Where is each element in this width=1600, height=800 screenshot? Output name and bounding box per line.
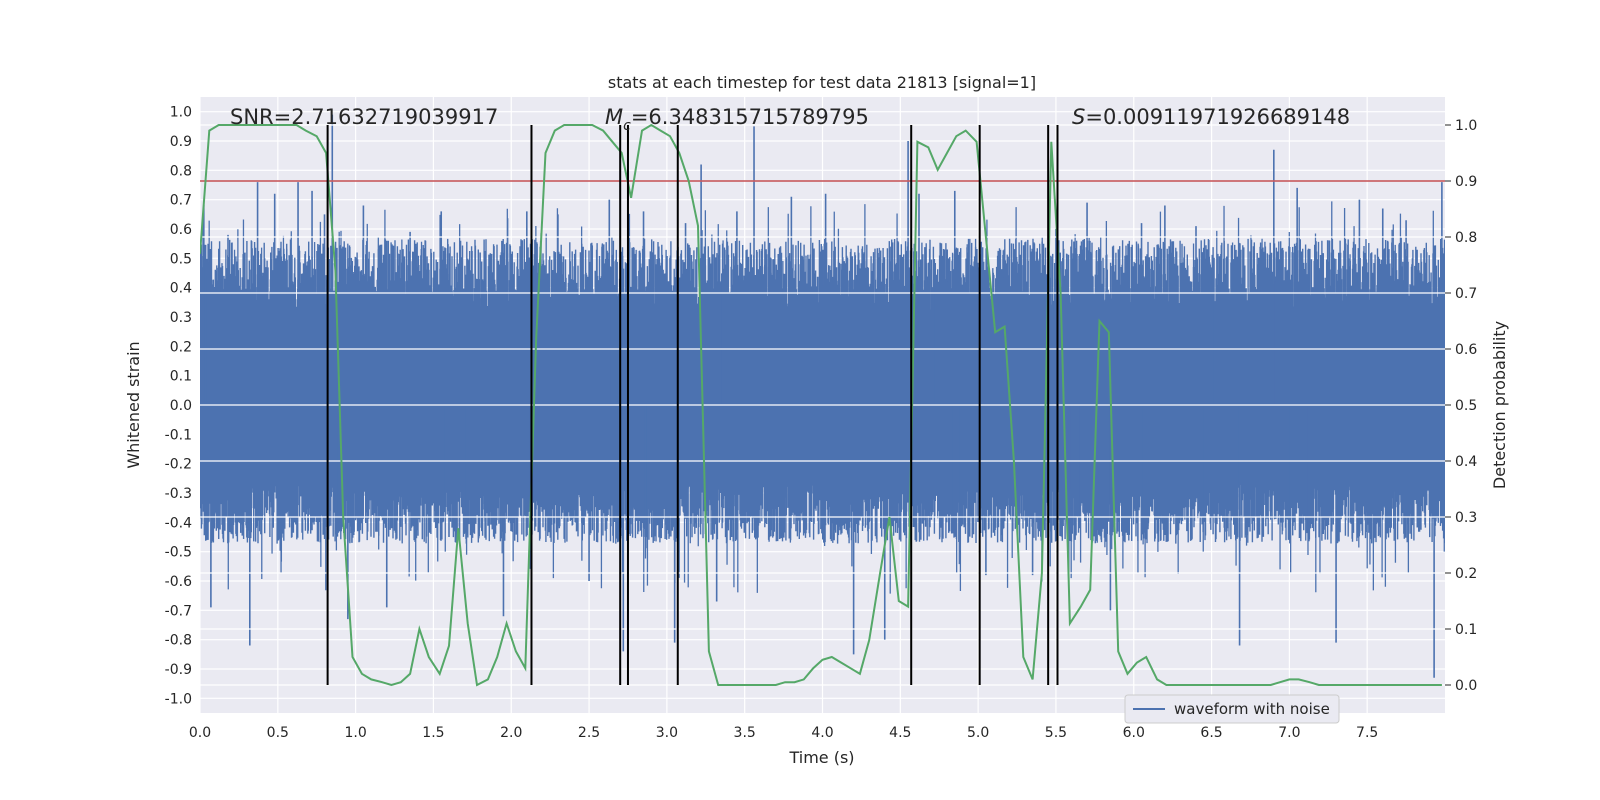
s-symbol: S bbox=[1072, 105, 1085, 129]
chirp-mass-subscript: c bbox=[623, 118, 631, 134]
chirp-mass-value: =6.348315715789795 bbox=[631, 105, 869, 129]
y-left-tick-label: 0.3 bbox=[170, 310, 192, 326]
y-right-tick-label: 0.9 bbox=[1455, 174, 1477, 190]
x-tick-label: 5.0 bbox=[967, 725, 989, 741]
y-left-tick-label: 0.2 bbox=[170, 339, 192, 355]
x-tick-label: 6.5 bbox=[1200, 725, 1222, 741]
y-left-tick-label: -1.0 bbox=[165, 691, 192, 707]
y-axis-right-ticks: 0.0 0.1 0.2 0.3 0.4 0.5 0.6 0.7 0.8 0.9 1.0 bbox=[1445, 118, 1477, 694]
x-tick-label: 4.5 bbox=[889, 725, 911, 741]
probability-series bbox=[200, 123, 1442, 687]
x-axis-ticks: 0.0 0.5 1.0 1.5 2.0 2.5 3.0 3.5 4.0 4.5 5.0 5.5 6.0 6… bbox=[189, 725, 1378, 741]
x-tick-label: 7.0 bbox=[1278, 725, 1300, 741]
y-right-tick-label: 0.2 bbox=[1455, 566, 1477, 582]
s-annotation: S=0.00911971926689148 bbox=[1072, 105, 1350, 129]
probability-line bbox=[200, 123, 1442, 687]
y-left-tick-label: 1.0 bbox=[170, 105, 192, 121]
chirp-mass-annotation: Mc=6.348315715789795 bbox=[605, 105, 869, 134]
x-tick-label: 5.5 bbox=[1045, 725, 1067, 741]
y-left-tick-label: 0.8 bbox=[170, 163, 192, 179]
y-axis-left-ticks: -1.0 -0.9 -0.8 -0.7 -0.6 -0.5 -0.4 -0.3 -0.2 -0.1… bbox=[165, 105, 192, 708]
y-left-tick-label: 0.1 bbox=[170, 369, 192, 385]
y-left-tick-label: -0.3 bbox=[165, 486, 192, 502]
x-tick-label: 3.0 bbox=[656, 725, 678, 741]
x-tick-label: 0.0 bbox=[189, 725, 211, 741]
chirp-mass-symbol: M bbox=[605, 105, 623, 129]
event-markers bbox=[326, 125, 1059, 685]
y-right-tick-label: 0.0 bbox=[1455, 678, 1477, 694]
y-right-tick-label: 0.4 bbox=[1455, 454, 1477, 470]
x-tick-label: 3.5 bbox=[734, 725, 756, 741]
x-tick-label: 0.5 bbox=[267, 725, 289, 741]
y-right-tick-label: 0.1 bbox=[1455, 622, 1477, 638]
y-left-tick-label: -0.9 bbox=[165, 662, 192, 678]
legend-label: waveform with noise bbox=[1174, 700, 1330, 718]
y-left-tick-label: -0.2 bbox=[165, 457, 192, 473]
snr-annotation: SNR=2.71632719039917 bbox=[230, 105, 498, 129]
x-tick-label: 1.5 bbox=[422, 725, 444, 741]
x-tick-label: 2.0 bbox=[500, 725, 522, 741]
chart-title: stats at each timestep for test data 218… bbox=[608, 73, 1036, 92]
y-left-tick-label: -0.5 bbox=[165, 545, 192, 561]
y-right-tick-label: 1.0 bbox=[1455, 118, 1477, 134]
y-right-tick-label: 0.6 bbox=[1455, 342, 1477, 358]
y-left-tick-label: 0.4 bbox=[170, 281, 192, 297]
y-left-tick-label: -0.1 bbox=[165, 427, 192, 443]
y-left-tick-label: 0.6 bbox=[170, 222, 192, 238]
y-axis-left-label: Whitened strain bbox=[124, 341, 143, 468]
x-tick-label: 2.5 bbox=[578, 725, 600, 741]
y-left-tick-label: -0.6 bbox=[165, 574, 192, 590]
x-axis-label: Time (s) bbox=[788, 748, 854, 767]
y-left-tick-label: -0.4 bbox=[165, 515, 192, 531]
x-tick-label: 6.0 bbox=[1123, 725, 1145, 741]
y-left-tick-label: 0.5 bbox=[170, 251, 192, 267]
x-tick-label: 1.0 bbox=[344, 725, 366, 741]
y-right-tick-label: 0.5 bbox=[1455, 398, 1477, 414]
y-axis-right-label: Detection probability bbox=[1490, 321, 1509, 489]
y-left-tick-label: 0.0 bbox=[170, 398, 192, 414]
x-tick-label: 7.5 bbox=[1356, 725, 1378, 741]
y-right-tick-label: 0.3 bbox=[1455, 510, 1477, 526]
legend: waveform with noise bbox=[1124, 694, 1340, 724]
legend-box bbox=[1124, 694, 1340, 724]
y-left-tick-label: -0.8 bbox=[165, 633, 192, 649]
waveform-series bbox=[200, 114, 1445, 678]
x-tick-label: 4.0 bbox=[811, 725, 833, 741]
s-value: =0.00911971926689148 bbox=[1085, 105, 1350, 129]
y-left-tick-label: 0.9 bbox=[170, 134, 192, 150]
y-right-tick-label: 0.8 bbox=[1455, 230, 1477, 246]
y-left-tick-label: -0.7 bbox=[165, 603, 192, 619]
y-left-tick-label: 0.7 bbox=[170, 193, 192, 209]
y-right-tick-label: 0.7 bbox=[1455, 286, 1477, 302]
